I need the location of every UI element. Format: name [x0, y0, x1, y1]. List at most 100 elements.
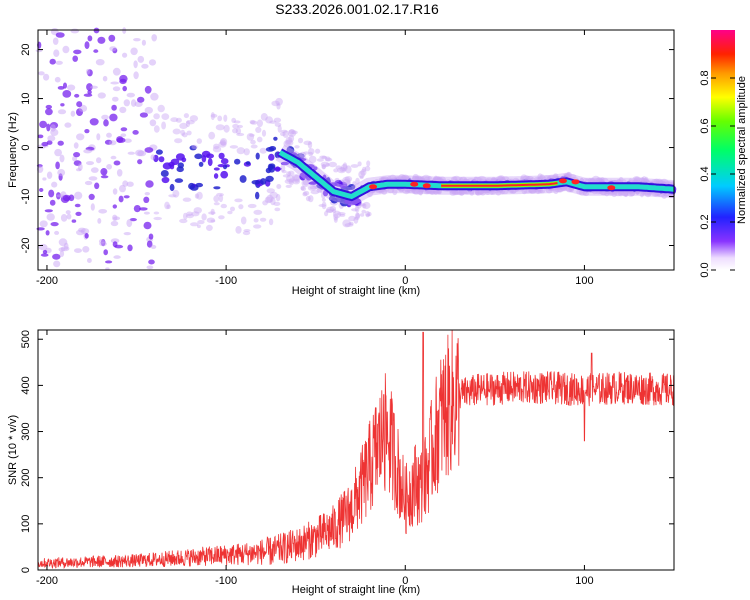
spectrogram-cell: [243, 229, 251, 232]
spectrogram-cell: [96, 133, 101, 141]
spectrogram-cell: [232, 128, 238, 134]
spectrogram-cell: [632, 179, 638, 183]
spectrogram-cell: [297, 137, 304, 144]
snr-y-tick-label: 400: [20, 376, 32, 394]
spectrogram-cell: [137, 150, 147, 157]
spectrogram-cell: [302, 192, 308, 197]
spectrogram-cell: [321, 164, 326, 170]
spectrogram-cell: [250, 120, 258, 125]
spectrogram-cell: [265, 116, 273, 124]
spectrogram-cell: [285, 184, 292, 188]
spectrogram-cell: [477, 190, 484, 195]
spectrogram-cell: [60, 103, 65, 107]
spectrogram-cell: [84, 233, 89, 239]
colorbar-tick-label: 0.8: [699, 70, 711, 85]
spectrogram-cell: [490, 178, 496, 183]
spectrogram-cell: [86, 83, 93, 91]
spectrogram-cell: [158, 156, 165, 163]
spectrogram-cell: [339, 167, 345, 173]
spectrogram-cell: [103, 249, 108, 256]
spectrogram-cell: [325, 208, 334, 213]
spectrogram-cell: [273, 167, 282, 171]
ridge-core-red: [441, 182, 558, 187]
spectrogram-cell: [72, 55, 78, 62]
spectrogram-cell: [321, 198, 326, 202]
spectrogram-cell: [62, 90, 72, 98]
spectrogram-cell: [148, 233, 154, 240]
spectrogram-cell: [265, 175, 274, 182]
spectrogram-cell: [206, 217, 216, 223]
spectrogram-cell: [62, 45, 70, 54]
spectrogram-cell: [320, 161, 330, 167]
spectrogram-cell: [76, 133, 85, 141]
spectrogram-cell: [604, 190, 612, 195]
spectrogram-x-ticks: -200 -100 0 100: [36, 30, 594, 287]
ridge-hotspot: [607, 185, 616, 191]
spectrogram-cell: [99, 241, 107, 247]
spectrogram-cell: [181, 157, 187, 163]
spectrogram-cell: [346, 180, 351, 186]
spectrogram-cell: [236, 132, 245, 137]
spectrogram-cell: [268, 153, 275, 161]
spectrogram-cell: [143, 221, 152, 230]
spectrogram-cell: [318, 204, 327, 207]
spectrogram-cell: [122, 180, 129, 187]
spectrogram-cell: [553, 173, 559, 179]
spectrogram-cell: [65, 210, 71, 215]
chart-title: S233.2026.001.02.17.R16: [275, 1, 439, 17]
spectrogram-cell: [359, 175, 364, 180]
spectrogram-cell: [355, 213, 360, 219]
spectrogram-cell: [213, 202, 220, 206]
spectrogram-cell: [52, 253, 61, 260]
spectrogram-cell: [182, 197, 192, 202]
spectrogram-cell: [358, 170, 365, 179]
spectrogram-cell: [285, 137, 293, 145]
spectrogram-cell: [315, 148, 321, 154]
spectrogram-cell: [80, 228, 90, 235]
colorbar-gradient: [711, 30, 735, 270]
spectrogram-cell: [477, 190, 485, 194]
spectrogram-cell: [280, 129, 288, 133]
spectrogram-cell: [401, 175, 407, 180]
spectrogram-cell: [100, 175, 109, 179]
spectrogram-cell: [416, 187, 424, 195]
spectrogram-cell: [122, 85, 127, 92]
spectrogram-cell: [123, 99, 130, 107]
spectrogram-cell: [491, 189, 496, 195]
spectrogram-cell: [526, 176, 534, 181]
spectrogram-cell: [433, 189, 438, 195]
spectrogram-cell: [112, 214, 118, 221]
spectrogram-cell: [215, 124, 225, 131]
spectrogram-cell: [57, 109, 67, 115]
spectrogram-cell: [84, 129, 90, 134]
spectrogram-cell: [360, 169, 367, 176]
spectrogram-cell: [293, 174, 301, 183]
spectrogram-cell: [223, 124, 230, 133]
spectrogram-cell: [282, 174, 291, 178]
spectrogram-cell: [55, 32, 65, 38]
spectrogram-cell: [432, 190, 441, 194]
spectrogram-cell: [67, 84, 76, 91]
spectrogram-cell: [500, 188, 509, 195]
spectrogram-cell: [105, 260, 113, 264]
spectrogram-cell: [76, 101, 83, 108]
spectrogram-cell: [218, 215, 225, 220]
spectrogram-cell: [305, 195, 311, 202]
spectrogram-y-tick-label: -20: [20, 238, 32, 254]
spectrogram-cell: [358, 203, 366, 207]
spectrogram-cell: [52, 37, 59, 45]
spectrogram-cell: [60, 246, 70, 252]
spectrogram-cell: [286, 146, 295, 154]
spectrogram-cell: [123, 195, 130, 199]
spectrogram-cell: [274, 122, 282, 127]
spectrogram-cell: [282, 130, 289, 138]
spectrogram-cell: [256, 119, 263, 128]
spectrogram-cell: [132, 130, 139, 135]
spectrogram-cell: [240, 216, 247, 225]
spectrogram-cell: [398, 174, 406, 182]
spectrogram-cell: [354, 212, 360, 221]
spectrogram-cell: [250, 144, 258, 149]
spectrogram-cell: [276, 103, 281, 110]
spectrogram-cell: [100, 168, 108, 176]
spectrogram-cell: [284, 179, 294, 184]
